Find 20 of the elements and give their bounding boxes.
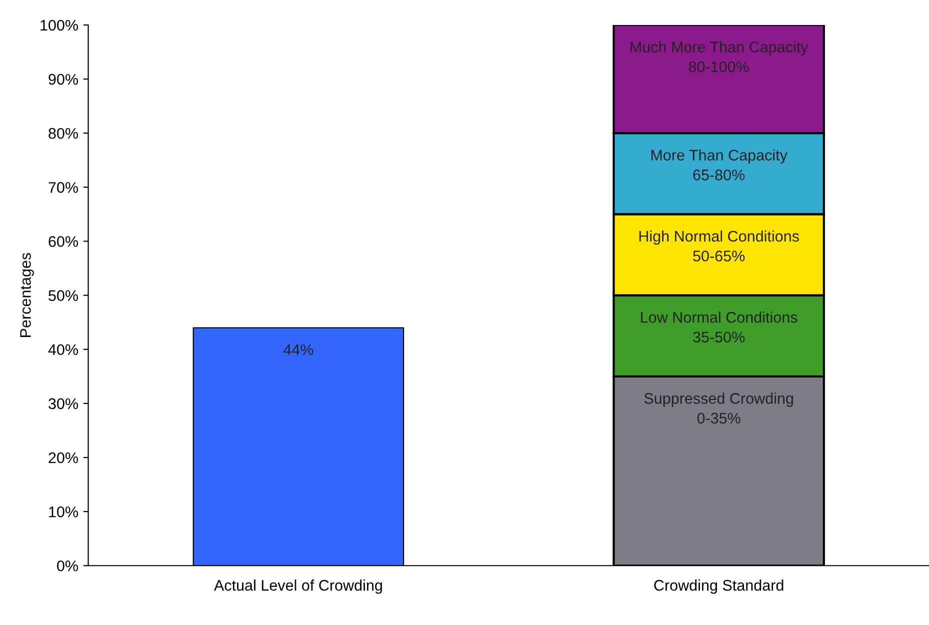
y-tick-label: 20% <box>48 452 78 464</box>
series-label: Low Normal Conditions 35-50% <box>641 312 798 343</box>
series-label: More Than Capacity 65-80% <box>651 149 788 180</box>
y-tick-label: 90% <box>48 74 78 85</box>
y-tick-label: 70% <box>48 182 78 193</box>
y-tick-label: 40% <box>48 344 78 356</box>
y-tick-label: 80% <box>48 128 78 139</box>
x-tick-label: Actual Level of Crowding <box>214 580 382 594</box>
y-tick-label: 100% <box>40 20 78 31</box>
y-axis-title: Percentages <box>20 252 34 337</box>
y-tick-label: 60% <box>48 236 78 247</box>
data-label: 44% <box>284 344 314 356</box>
y-tick-label: 50% <box>48 290 78 301</box>
series-label: High Normal Conditions 50-65% <box>639 230 799 262</box>
series-label: Much More Than Capacity 80-100% <box>630 41 808 72</box>
x-tick-label: Crowding Standard <box>654 580 784 594</box>
series-label: Suppressed Crowding 0-35% <box>644 392 793 424</box>
y-tick-label: 0% <box>57 560 78 572</box>
y-tick-label: 10% <box>49 506 78 518</box>
y-tick-label: 30% <box>48 398 78 410</box>
